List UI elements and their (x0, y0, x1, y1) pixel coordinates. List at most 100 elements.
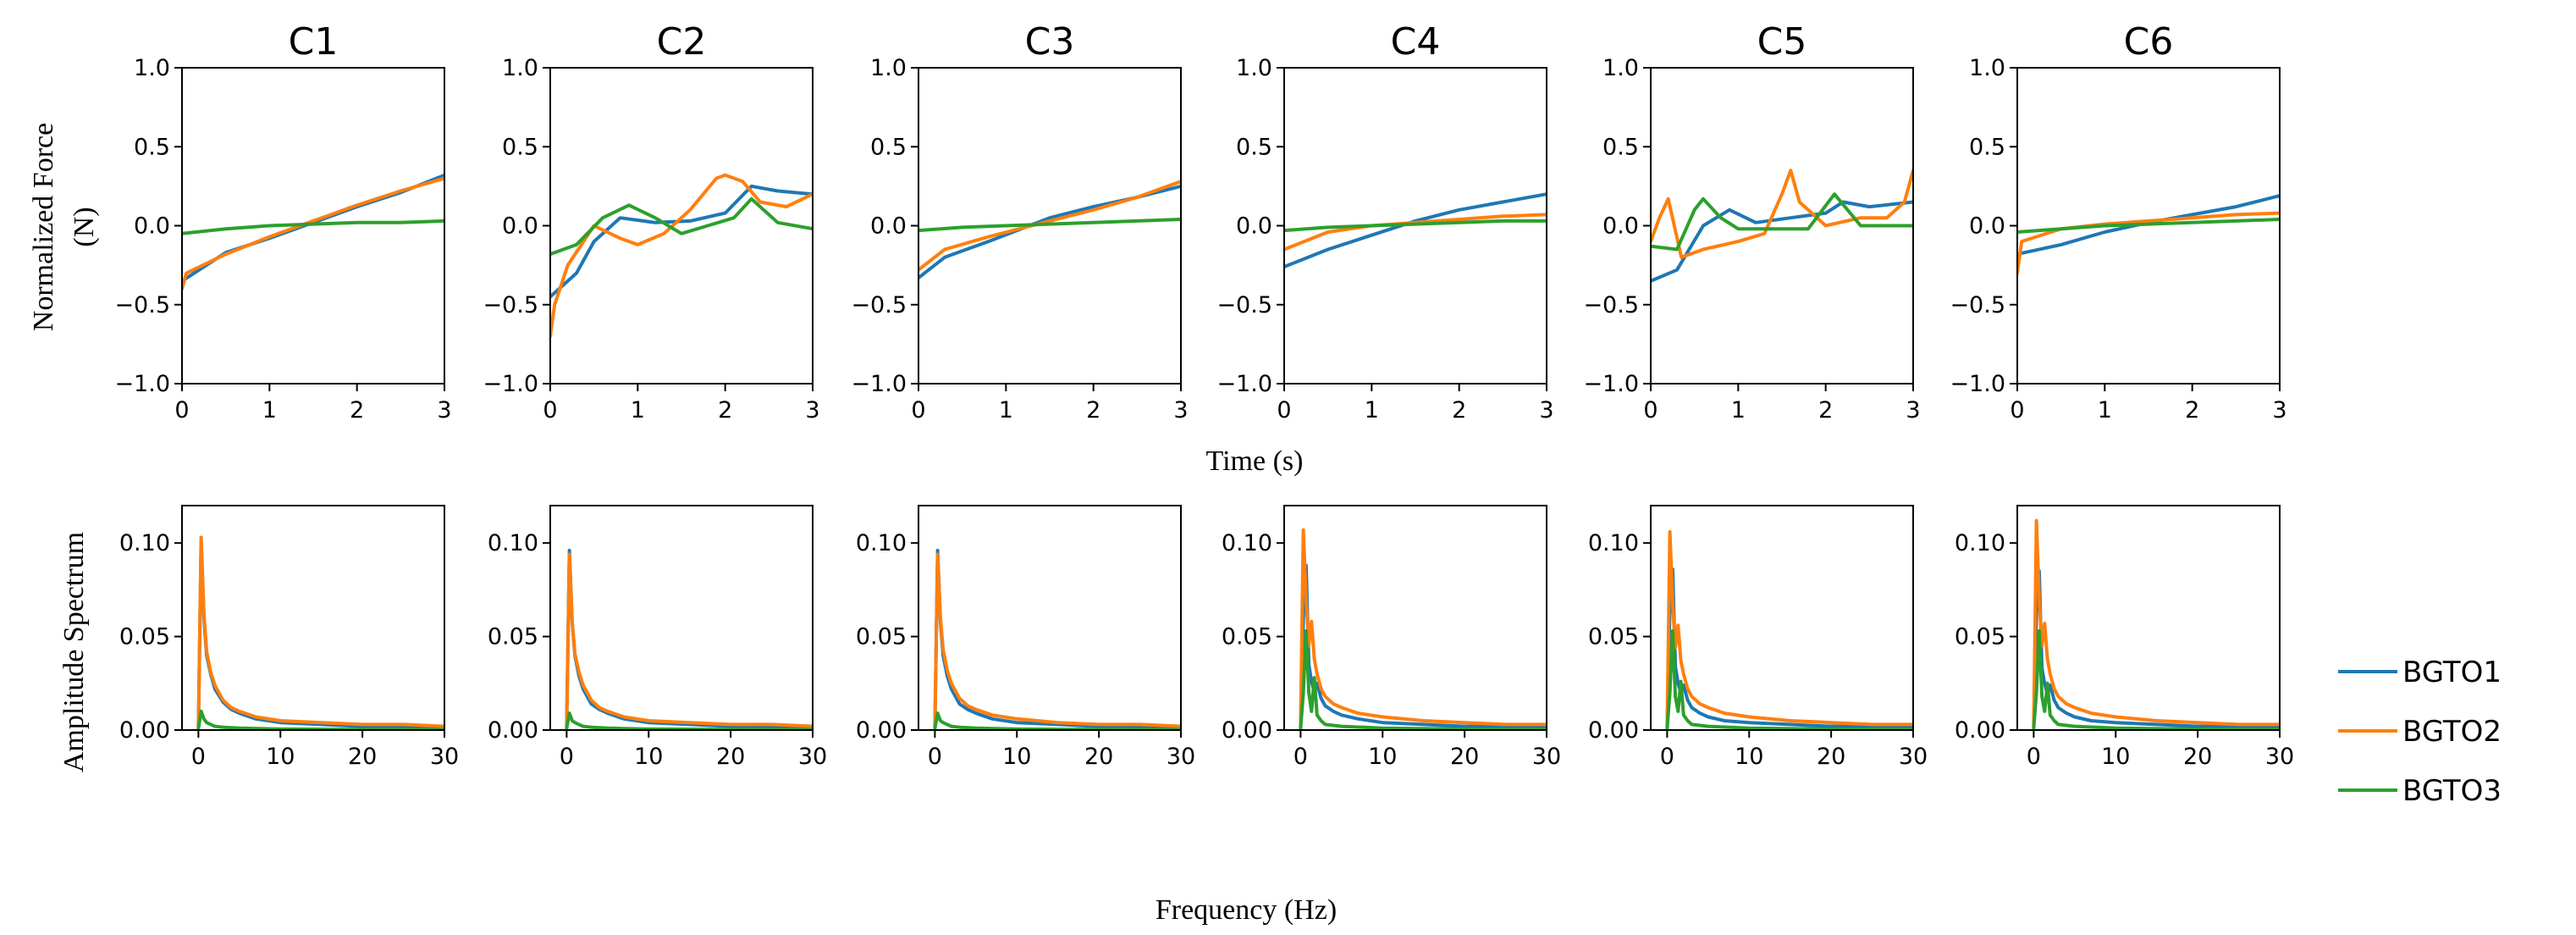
series-line-bgto3 (1299, 629, 1547, 730)
x-tick-label: 30 (430, 744, 459, 770)
series-line-bgto1 (1299, 563, 1547, 729)
series-line-bgto1 (933, 549, 1181, 729)
series-line-bgto1 (1665, 567, 1913, 729)
y-tick-label: −0.5 (851, 292, 907, 318)
panel-title: C2 (657, 20, 707, 64)
series-line-bgto1 (2032, 569, 2280, 729)
x-tick-label: 0 (1643, 397, 1658, 423)
x-tick-label: 2 (1818, 397, 1833, 423)
x-tick-label: 30 (1899, 744, 1928, 770)
y-tick-label: 0.5 (1602, 134, 1639, 160)
y-tick-label: 0.0 (134, 213, 170, 240)
panel-title: C4 (1391, 20, 1441, 64)
series-group (2017, 194, 2280, 275)
series-line-bgto2 (1651, 169, 1913, 259)
axes-frame (2016, 505, 2281, 731)
y-tick-label: 1.0 (1602, 55, 1639, 81)
freq-panel-3: 0 10 20 30 0.00 0.05 0.10 (856, 505, 1195, 770)
panel-title: C1 (289, 20, 339, 64)
y-tick-label: 0.5 (1236, 134, 1272, 160)
y-tick-label: 0.0 (502, 213, 538, 240)
time-panel-3: 0 1 2 3 −1.0 −0.5 0.0 0.5 1.0 C3 (851, 20, 1188, 423)
y-tick-label: −1.0 (1950, 371, 2005, 397)
freq-ylabel: Amplitude Spectrum (58, 532, 90, 772)
y-tick-label: 0.0 (870, 213, 907, 240)
x-tick-label: 30 (1167, 744, 1195, 770)
x-tick-label: 2 (350, 397, 364, 423)
freq-xlabel: Frequency (Hz) (1156, 894, 1337, 926)
y-tick-label: 0.0 (1236, 213, 1272, 240)
axes-frame (1650, 505, 1914, 731)
x-tick-label: 0 (911, 397, 925, 423)
y-tick-label: 0.10 (1955, 530, 2005, 556)
y-tick-label: −1.0 (1583, 371, 1639, 397)
y-tick-label: −0.5 (483, 292, 538, 318)
y-tick-label: 0.05 (488, 624, 538, 650)
axes-frame (181, 505, 445, 731)
subplot-grid: 0 1 2 3 −1.0 −0.5 0.0 0.5 1.0 C1 0 1 2 3 −1.0 −0.5 0.0 0.… (114, 20, 2294, 770)
y-tick-label: 0.5 (1969, 134, 2005, 160)
y-tick-label: −1.0 (114, 371, 170, 397)
series-group (196, 535, 444, 730)
x-tick-label: 0 (191, 744, 206, 770)
series-group (933, 549, 1181, 730)
x-tick-label: 1 (999, 397, 1013, 423)
series-line-bgto2 (933, 552, 1181, 728)
y-tick-label: 0.0 (1602, 213, 1639, 240)
x-tick-label: 0 (2010, 397, 2024, 423)
panel-title: C5 (1757, 20, 1807, 64)
x-tick-label: 0 (1294, 744, 1308, 770)
series-line-bgto2 (1299, 528, 1547, 728)
axes-frame (549, 505, 814, 731)
x-tick-label: 0 (1660, 744, 1674, 770)
series-group (918, 180, 1181, 279)
x-tick-label: 2 (2185, 397, 2199, 423)
series-line-bgto3 (918, 218, 1181, 233)
y-tick-label: 0.5 (134, 134, 170, 160)
time-ylabel-line2: (N) (69, 207, 100, 246)
series-line-bgto3 (1651, 192, 1913, 252)
y-tick-label: −1.0 (483, 371, 538, 397)
legend-label-bgto2: BGTO2 (2402, 715, 2502, 749)
series-line-bgto3 (1665, 629, 1913, 730)
x-tick-label: 2 (1452, 397, 1466, 423)
series-group (182, 173, 444, 291)
x-tick-label: 3 (805, 397, 819, 423)
y-tick-label: 0.00 (856, 717, 907, 744)
x-tick-label: 3 (1173, 397, 1188, 423)
y-tick-label: 0.10 (1588, 530, 1639, 556)
legend: BGTO1 BGTO2 BGTO3 (2338, 656, 2502, 808)
y-tick-label: 0.5 (502, 134, 538, 160)
x-tick-label: 1 (1365, 397, 1379, 423)
x-tick-label: 0 (560, 744, 574, 770)
series-line-bgto2 (2017, 211, 2280, 275)
y-tick-label: 0.05 (856, 624, 907, 650)
x-tick-label: 2 (1086, 397, 1100, 423)
x-tick-label: 20 (716, 744, 745, 770)
x-tick-label: 10 (634, 744, 663, 770)
time-xlabel: Time (s) (1206, 445, 1304, 477)
series-line-bgto2 (565, 552, 813, 728)
x-tick-label: 3 (2272, 397, 2286, 423)
y-tick-label: 1.0 (134, 55, 170, 81)
x-tick-label: 3 (1539, 397, 1553, 423)
series-line-bgto2 (182, 176, 444, 291)
x-tick-label: 20 (1084, 744, 1113, 770)
y-tick-label: −0.5 (114, 292, 170, 318)
x-tick-label: 3 (437, 397, 451, 423)
series-line-bgto1 (1651, 200, 1913, 283)
y-tick-label: 0.00 (1588, 717, 1639, 744)
series-group (1651, 169, 1913, 283)
freq-panel-4: 0 10 20 30 0.00 0.05 0.10 (1222, 505, 1561, 770)
series-line-bgto2 (550, 173, 813, 339)
series-line-bgto3 (1284, 219, 1547, 233)
y-tick-label: 1.0 (502, 55, 538, 81)
time-panel-2: 0 1 2 3 −1.0 −0.5 0.0 0.5 1.0 C2 (483, 20, 819, 423)
series-line-bgto1 (565, 549, 813, 729)
x-tick-label: 30 (2265, 744, 2294, 770)
y-tick-label: −1.0 (1216, 371, 1272, 397)
series-line-bgto3 (2032, 629, 2280, 730)
y-tick-label: 0.00 (119, 717, 170, 744)
x-tick-label: 0 (2027, 744, 2041, 770)
